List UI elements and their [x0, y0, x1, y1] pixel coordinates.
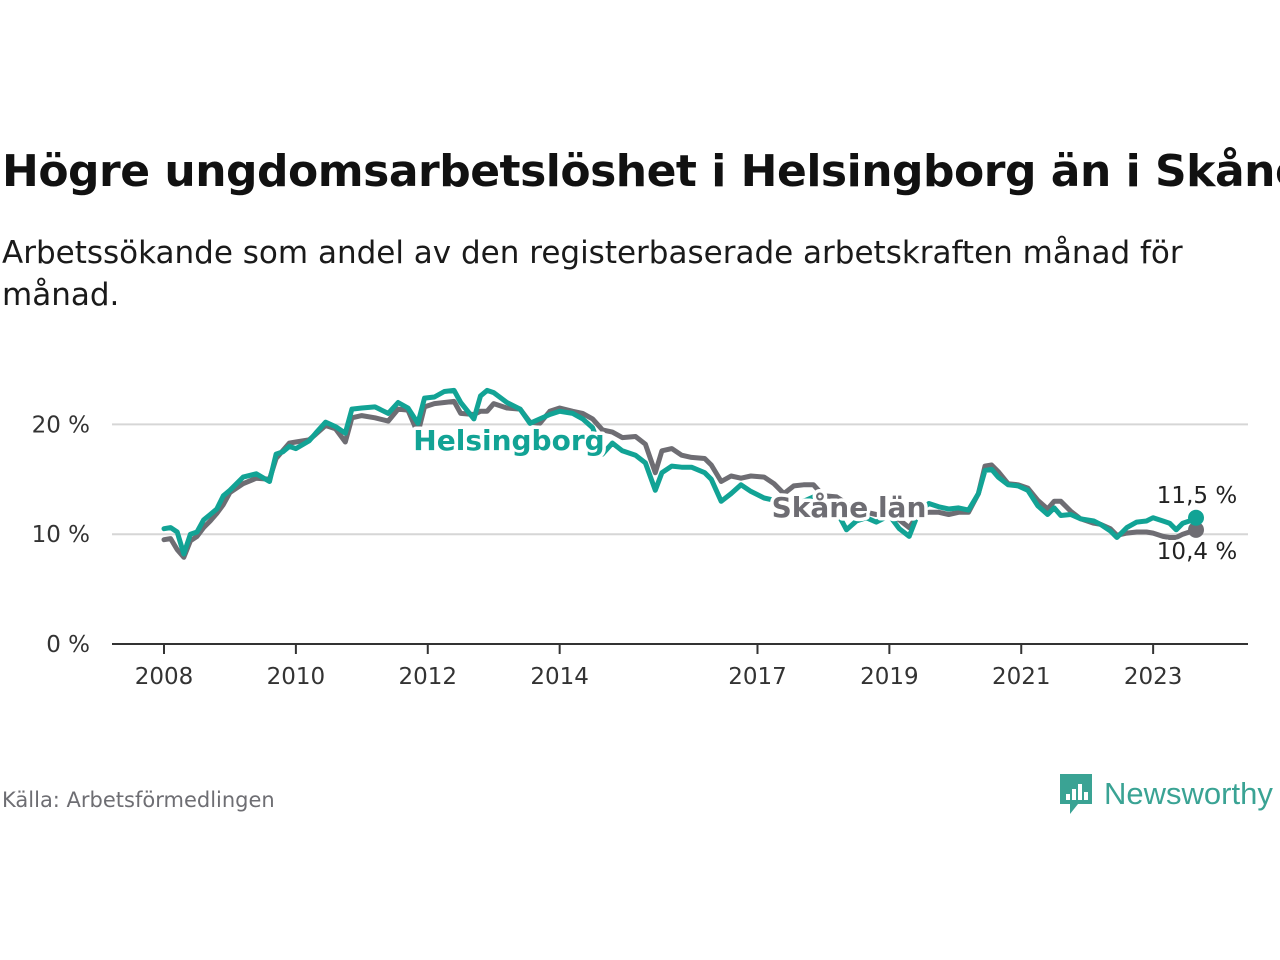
y-axis-tick-labels: 0 % 10 % 20 %	[32, 412, 90, 658]
x-tick-label: 2021	[992, 664, 1051, 690]
y-tick-label: 10 %	[32, 522, 90, 548]
chart-subtitle: Arbetssökande som andel av den registerb…	[2, 235, 1183, 313]
skane-end-value: 10,4 %	[1157, 539, 1237, 565]
x-axis: 2008 2010 2012 2014 2017 2019 2021 2023	[112, 643, 1248, 690]
x-tick-label: 2019	[860, 664, 919, 690]
bar-chart-logo-icon	[1060, 774, 1092, 814]
x-tick-label: 2012	[398, 664, 457, 690]
series-lines	[161, 387, 1204, 560]
helsingborg-series-label: Helsingborg	[413, 424, 604, 457]
x-tick-label: 2014	[530, 664, 589, 690]
chart-title: Högre ungdomsarbetslöshet i Helsingborg …	[2, 146, 1280, 197]
y-tick-label: 0 %	[46, 632, 90, 658]
helsingborg-series-line	[161, 387, 1199, 557]
helsingborg-end-point	[1188, 509, 1204, 526]
skane-end-point	[1188, 521, 1204, 538]
source-note: Källa: Arbetsförmedlingen	[2, 788, 275, 812]
line-chart: 0 % 10 % 20 % 2008 2010 2012 2014 2017 2019 2021…	[32, 387, 1248, 690]
y-tick-label: 20 %	[32, 412, 90, 438]
skane-series-label: Skåne län	[772, 491, 927, 524]
brand-name: Newsworthy	[1104, 776, 1273, 811]
grid-lines	[112, 423, 1248, 536]
x-tick-label: 2017	[728, 664, 787, 690]
x-tick-label: 2023	[1124, 664, 1183, 690]
newsworthy-logo: Newsworthy	[1058, 772, 1273, 816]
x-tick-label: 2008	[135, 664, 194, 690]
series-labels: Helsingborg Skåne län 11,5 % 10,4 %	[410, 421, 1240, 568]
helsingborg-end-value: 11,5 %	[1157, 483, 1237, 509]
x-tick-label: 2010	[267, 664, 326, 690]
